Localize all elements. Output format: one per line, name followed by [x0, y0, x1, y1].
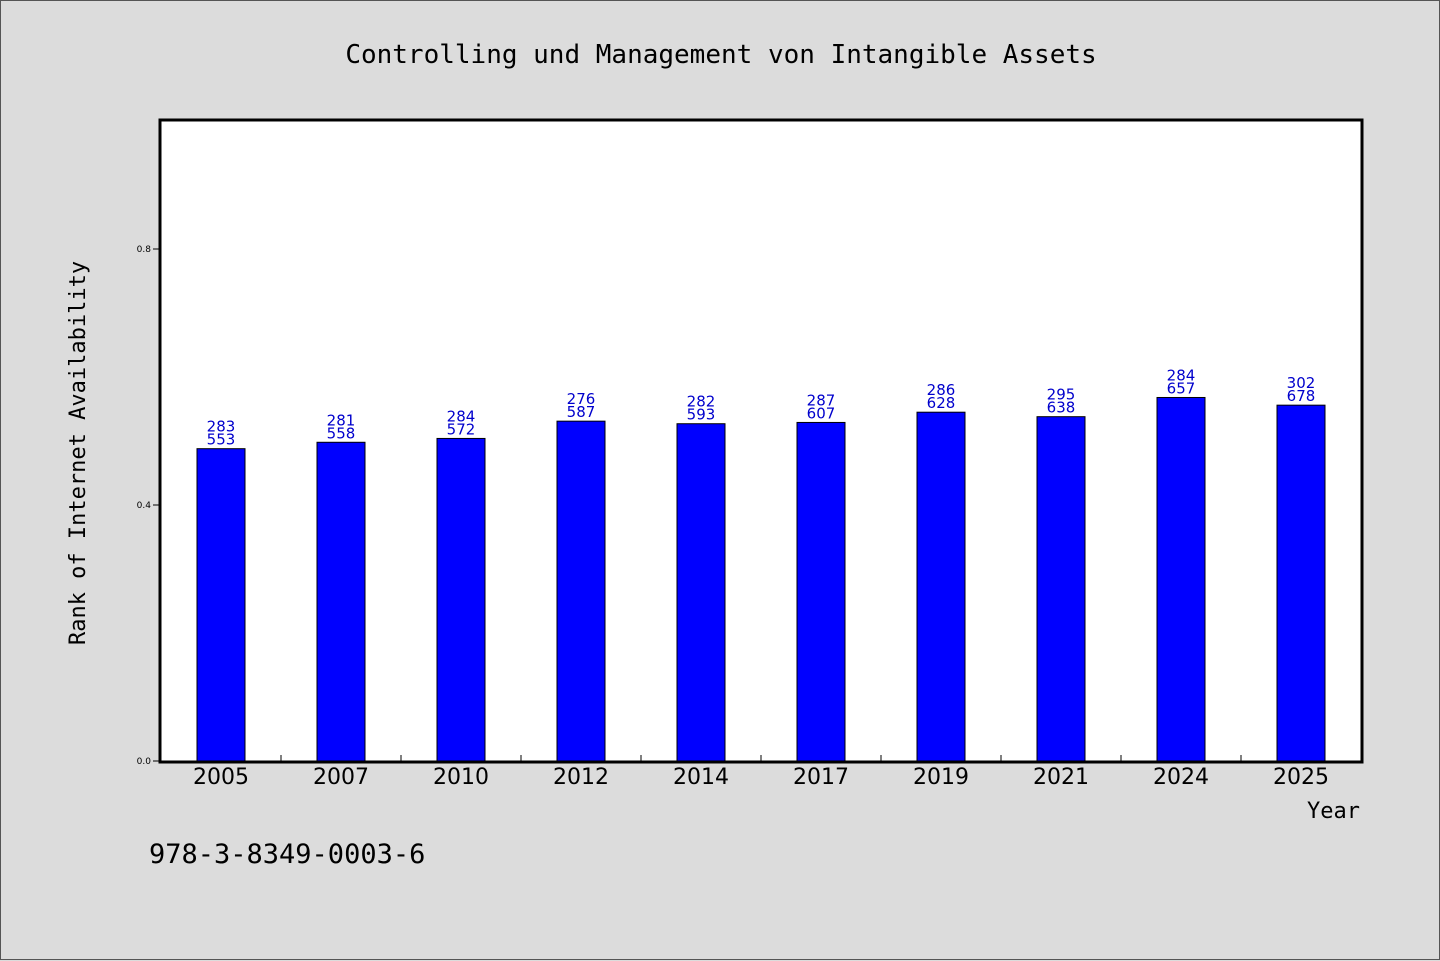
bar — [196, 448, 246, 762]
data-label-bottom: 558 — [327, 424, 356, 442]
bar — [1276, 404, 1326, 762]
y-tick-label: 0.0 — [137, 757, 152, 767]
x-tick-label: 2005 — [193, 765, 249, 790]
bar — [676, 423, 726, 762]
x-tick-label: 2012 — [553, 765, 609, 790]
x-tick-label: 2010 — [433, 765, 489, 790]
data-label-bottom: 572 — [447, 420, 476, 438]
data-label-bottom: 587 — [567, 403, 596, 421]
bar — [916, 411, 966, 762]
y-axis: 0.0 0.4 0.8 — [137, 245, 161, 767]
data-label-top: 283 — [207, 418, 236, 436]
x-tick-label: 2017 — [793, 765, 849, 790]
x-tick-label: 2025 — [1273, 765, 1329, 790]
x-axis-title: Year — [1307, 799, 1360, 824]
data-label-bottom: 593 — [687, 406, 716, 424]
chart-title: Controlling und Management von Intangibl… — [345, 40, 1096, 70]
y-tick-label: 0.4 — [137, 501, 152, 511]
y-tick-label: 0.8 — [137, 245, 152, 255]
data-label-bottom: 657 — [1167, 379, 1196, 397]
isbn-label: 978-3-8349-0003-6 — [149, 839, 425, 870]
x-axis: 2005 2007 2010 2012 2014 2017 2019 2021 2024 2025 — [193, 755, 1329, 790]
bar — [1156, 396, 1206, 762]
bars: 2835532815582845722765872825932876072866… — [196, 366, 1326, 762]
data-label-top: 276 — [567, 390, 596, 408]
bar — [1036, 416, 1086, 762]
x-tick-label: 2007 — [313, 765, 369, 790]
x-tick-label: 2019 — [913, 765, 969, 790]
data-label-bottom: 607 — [807, 404, 836, 422]
data-label-top: 284 — [1167, 366, 1196, 384]
bar — [316, 441, 366, 762]
data-label-bottom: 678 — [1287, 387, 1316, 405]
data-label-top: 287 — [807, 391, 836, 409]
bar — [436, 437, 486, 762]
x-tick-label: 2021 — [1033, 765, 1089, 790]
bar — [556, 420, 606, 762]
data-label-top: 286 — [927, 381, 956, 399]
data-label-top: 284 — [447, 407, 476, 425]
data-label-top: 282 — [687, 393, 716, 411]
data-label-top: 295 — [1047, 386, 1076, 404]
x-tick-label: 2024 — [1153, 765, 1209, 790]
x-tick-label: 2014 — [673, 765, 729, 790]
data-label-bottom: 638 — [1047, 399, 1076, 417]
data-label-top: 302 — [1287, 374, 1316, 392]
y-axis-title: Rank of Internet Availability — [66, 261, 91, 645]
data-label-bottom: 553 — [207, 431, 236, 449]
data-label-bottom: 628 — [927, 394, 956, 412]
bar — [796, 421, 846, 762]
data-label-top: 281 — [327, 411, 356, 429]
